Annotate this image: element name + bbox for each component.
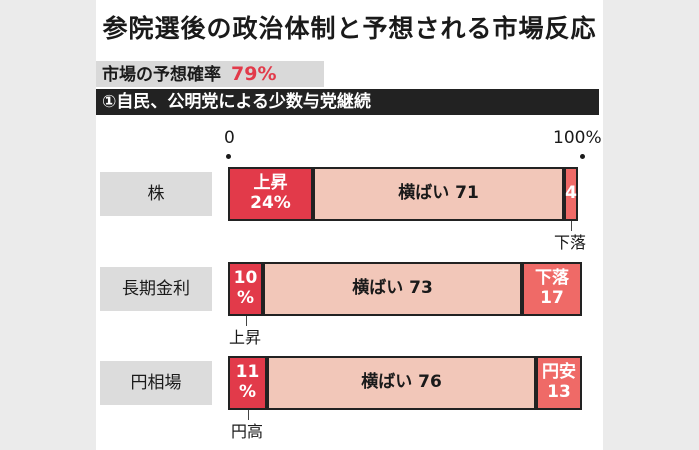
bar-segment-down: 4 [564,167,578,221]
probability-value: 79% [231,63,277,85]
segment-label: 円安 [542,362,576,383]
chart-panel: 参院選後の政治体制と予想される市場反応 市場の予想確率 79% ①自民、公明党によ… [96,0,603,450]
segment-label: 4 [565,183,577,204]
segment-label: % [236,288,255,308]
bar-segment-flat: 横ばい 73 [263,262,522,316]
callout-label: 上昇 [229,328,262,347]
bar-segment-down: 円安 13 [536,356,582,410]
segment-label: 10 [233,268,258,289]
row-label: 円相場 [100,361,212,405]
segment-label: 横ばい 76 [361,372,442,393]
segment-label: 横ばい 73 [352,278,433,299]
axis-end-dot [580,154,585,159]
segment-label: 24% [250,193,291,213]
probability-box: 市場の予想確率 79% [96,61,324,87]
callout-tick [571,221,572,231]
bar-segment-down: 下落 17 [522,262,582,316]
scenario-header: ①自民、公明党による少数与党継続 [96,89,599,115]
callout-label: 下落 [554,233,587,252]
bar-segment-flat: 横ばい 71 [313,167,564,221]
row-label: 長期金利 [100,267,212,311]
segment-label: 11 [235,362,260,383]
row-label: 株 [100,172,212,216]
axis-start-dot [226,154,231,159]
stacked-bar: 上昇 24% 横ばい 71 4 [228,167,582,221]
segment-label: 13 [547,382,571,402]
callout-tick [248,410,249,420]
axis-end-label: 100% [553,128,602,148]
stacked-bar: 10% 横ばい 73 下落 17 [228,262,582,316]
bar-segment-flat: 横ばい 76 [267,356,536,410]
bar-segment-up: 11% [228,356,267,410]
callout-tick [246,316,247,326]
probability-label: 市場の予想確率 [102,65,221,85]
segment-label: 上昇 [253,173,288,194]
callout-label: 円高 [231,422,264,441]
bar-segment-up: 上昇 24% [228,167,313,221]
chart-title: 参院選後の政治体制と予想される市場反応 [102,14,597,43]
segment-label: 下落 [535,268,569,289]
segment-label: 横ばい 71 [398,183,479,204]
bar-segment-up: 10% [228,262,263,316]
stacked-bar: 11% 横ばい 76 円安 13 [228,356,582,410]
segment-label: 17 [540,288,564,308]
axis-start-label: 0 [224,128,235,148]
segment-label: % [238,382,257,402]
